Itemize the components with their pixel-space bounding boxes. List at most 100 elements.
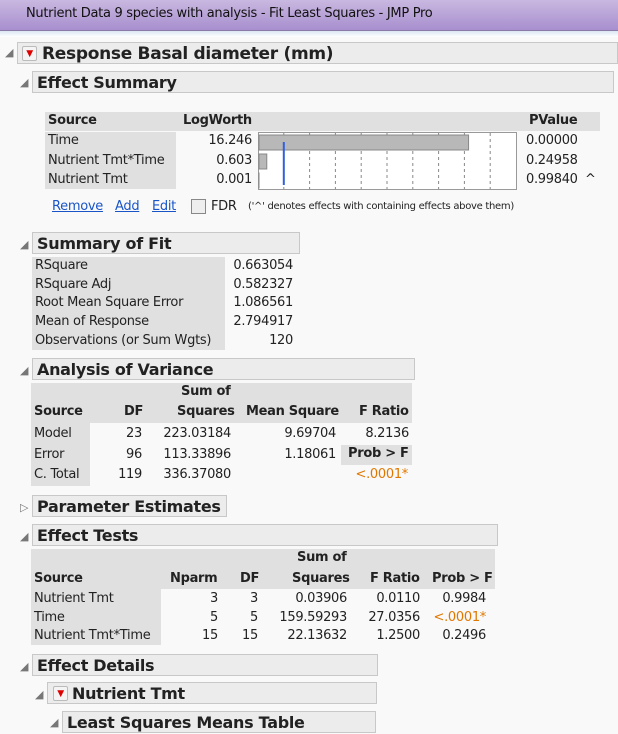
fit-label: Observations (or Sum Wgts) (35, 333, 211, 348)
row-df: 23 (126, 426, 142, 441)
row-prob: <.0001* (355, 467, 408, 482)
row-mark: ^ (585, 172, 596, 187)
row-ms: 1.18061 (284, 447, 336, 462)
response-header[interactable]: Response Basal diameter (mm) (17, 42, 618, 64)
row-df: 96 (126, 447, 142, 462)
col-source: Source (34, 571, 83, 586)
summary-of-fit-header[interactable]: Summary of Fit (32, 232, 300, 254)
col-ms: Mean Square (246, 404, 339, 419)
col-ss1: Sum of (297, 550, 346, 565)
row-prob: <.0001* (433, 610, 486, 625)
disclosure-icon[interactable]: ◢ (20, 76, 28, 89)
row-ss: 113.33896 (163, 447, 231, 462)
row-source: Model (34, 426, 72, 441)
section-title: Least Squares Means Table (67, 713, 305, 732)
row-source: Time (34, 610, 65, 625)
section-title: Effect Summary (37, 73, 177, 92)
col-df: DF (240, 571, 259, 586)
col-prob: Prob > F (348, 446, 409, 461)
ls-means-header[interactable]: Least Squares Means Table (62, 711, 376, 733)
disclosure-icon[interactable]: ◢ (5, 46, 13, 59)
col-pvalue: PValue (529, 113, 577, 128)
effect-tests-header-row (31, 549, 495, 589)
logworth-chart (258, 132, 518, 190)
disclosure-icon[interactable]: ◢ (35, 688, 43, 701)
response-title: Response Basal diameter (mm) (42, 44, 333, 64)
section-title: Analysis of Variance (37, 360, 213, 379)
row-nparm: 3 (210, 591, 218, 606)
row-ss: 22.13632 (287, 628, 347, 643)
col-f: F Ratio (370, 571, 420, 586)
fit-value: 120 (269, 333, 293, 348)
row-df: 3 (250, 591, 258, 606)
disclosure-icon[interactable]: ◢ (50, 716, 58, 729)
row-ss: 159.59293 (279, 610, 347, 625)
row-logworth: 0.603 (216, 153, 252, 168)
parameter-estimates-header[interactable]: Parameter Estimates (32, 495, 227, 517)
section-title: Effect Tests (37, 526, 138, 545)
red-triangle-menu-icon[interactable]: ▼ (53, 686, 68, 701)
effect-details-header[interactable]: Effect Details (32, 654, 378, 676)
row-source: Nutrient Tmt*Time (48, 153, 164, 168)
row-df: 5 (250, 610, 258, 625)
disclosure-icon[interactable]: ◢ (20, 364, 28, 377)
fit-value: 1.086561 (233, 295, 293, 310)
section-title: Nutrient Tmt (72, 684, 185, 703)
row-f: 0.0110 (376, 591, 420, 606)
col-source: Source (48, 113, 97, 128)
row-logworth: 16.246 (208, 133, 252, 148)
fit-label: RSquare (35, 258, 88, 273)
row-source: C. Total (34, 467, 79, 482)
row-f: 27.0356 (368, 610, 420, 625)
row-pvalue: 0.99840 (526, 172, 578, 187)
col-ss2: Squares (292, 571, 350, 586)
section-title: Effect Details (37, 656, 154, 675)
col-nparm: Nparm (170, 571, 217, 586)
fit-label: Root Mean Square Error (35, 295, 183, 310)
fdr-checkbox[interactable] (191, 199, 206, 214)
col-logworth: LogWorth (183, 113, 252, 128)
disclosure-icon[interactable]: ◢ (20, 238, 28, 251)
fit-value: 2.794917 (233, 314, 293, 329)
logworth-bar (259, 154, 267, 169)
row-source: Nutrient Tmt (48, 172, 128, 187)
effect-summary-header[interactable]: Effect Summary (32, 71, 614, 93)
row-ss: 223.03184 (163, 426, 231, 441)
expand-icon[interactable]: ▷ (20, 501, 28, 514)
col-ss2: Squares (177, 404, 235, 419)
nutrient-tmt-header[interactable]: Nutrient Tmt (47, 682, 377, 704)
row-ss: 0.03906 (295, 591, 347, 606)
toolbar-strip (0, 31, 618, 37)
add-link[interactable]: Add (115, 199, 139, 214)
row-ms: 9.69704 (284, 426, 336, 441)
remove-link[interactable]: Remove (52, 199, 103, 214)
row-ss: 336.37080 (163, 467, 231, 482)
title-bar: Nutrient Data 9 species with analysis - … (0, 0, 618, 31)
fit-label: Mean of Response (35, 314, 149, 329)
row-df: 15 (242, 628, 258, 643)
effect-tests-header[interactable]: Effect Tests (32, 524, 498, 546)
row-logworth: 0.001 (216, 172, 252, 187)
col-ss1: Sum of (181, 384, 230, 399)
disclosure-icon[interactable]: ◢ (20, 530, 28, 543)
fdr-label: FDR (211, 199, 237, 214)
disclosure-icon[interactable]: ◢ (20, 660, 28, 673)
edit-link[interactable]: Edit (152, 199, 176, 214)
row-df: 119 (118, 467, 142, 482)
fit-value: 0.582327 (233, 277, 293, 292)
note: ('^' denotes effects with containing eff… (248, 201, 514, 212)
row-f: 1.2500 (376, 628, 420, 643)
section-title: Summary of Fit (37, 234, 171, 253)
col-df: DF (124, 404, 143, 419)
fit-label: RSquare Adj (35, 277, 111, 292)
red-triangle-menu-icon[interactable]: ▼ (22, 46, 37, 61)
row-source: Nutrient Tmt (34, 591, 114, 606)
row-source: Error (34, 447, 64, 462)
col-source: Source (34, 404, 83, 419)
col-f: F Ratio (359, 404, 409, 419)
anova-header[interactable]: Analysis of Variance (32, 358, 415, 380)
effect-summary-header-row (45, 112, 600, 131)
logworth-bar (259, 135, 469, 150)
fit-value: 0.663054 (233, 258, 293, 273)
row-f: 8.2136 (365, 426, 409, 441)
